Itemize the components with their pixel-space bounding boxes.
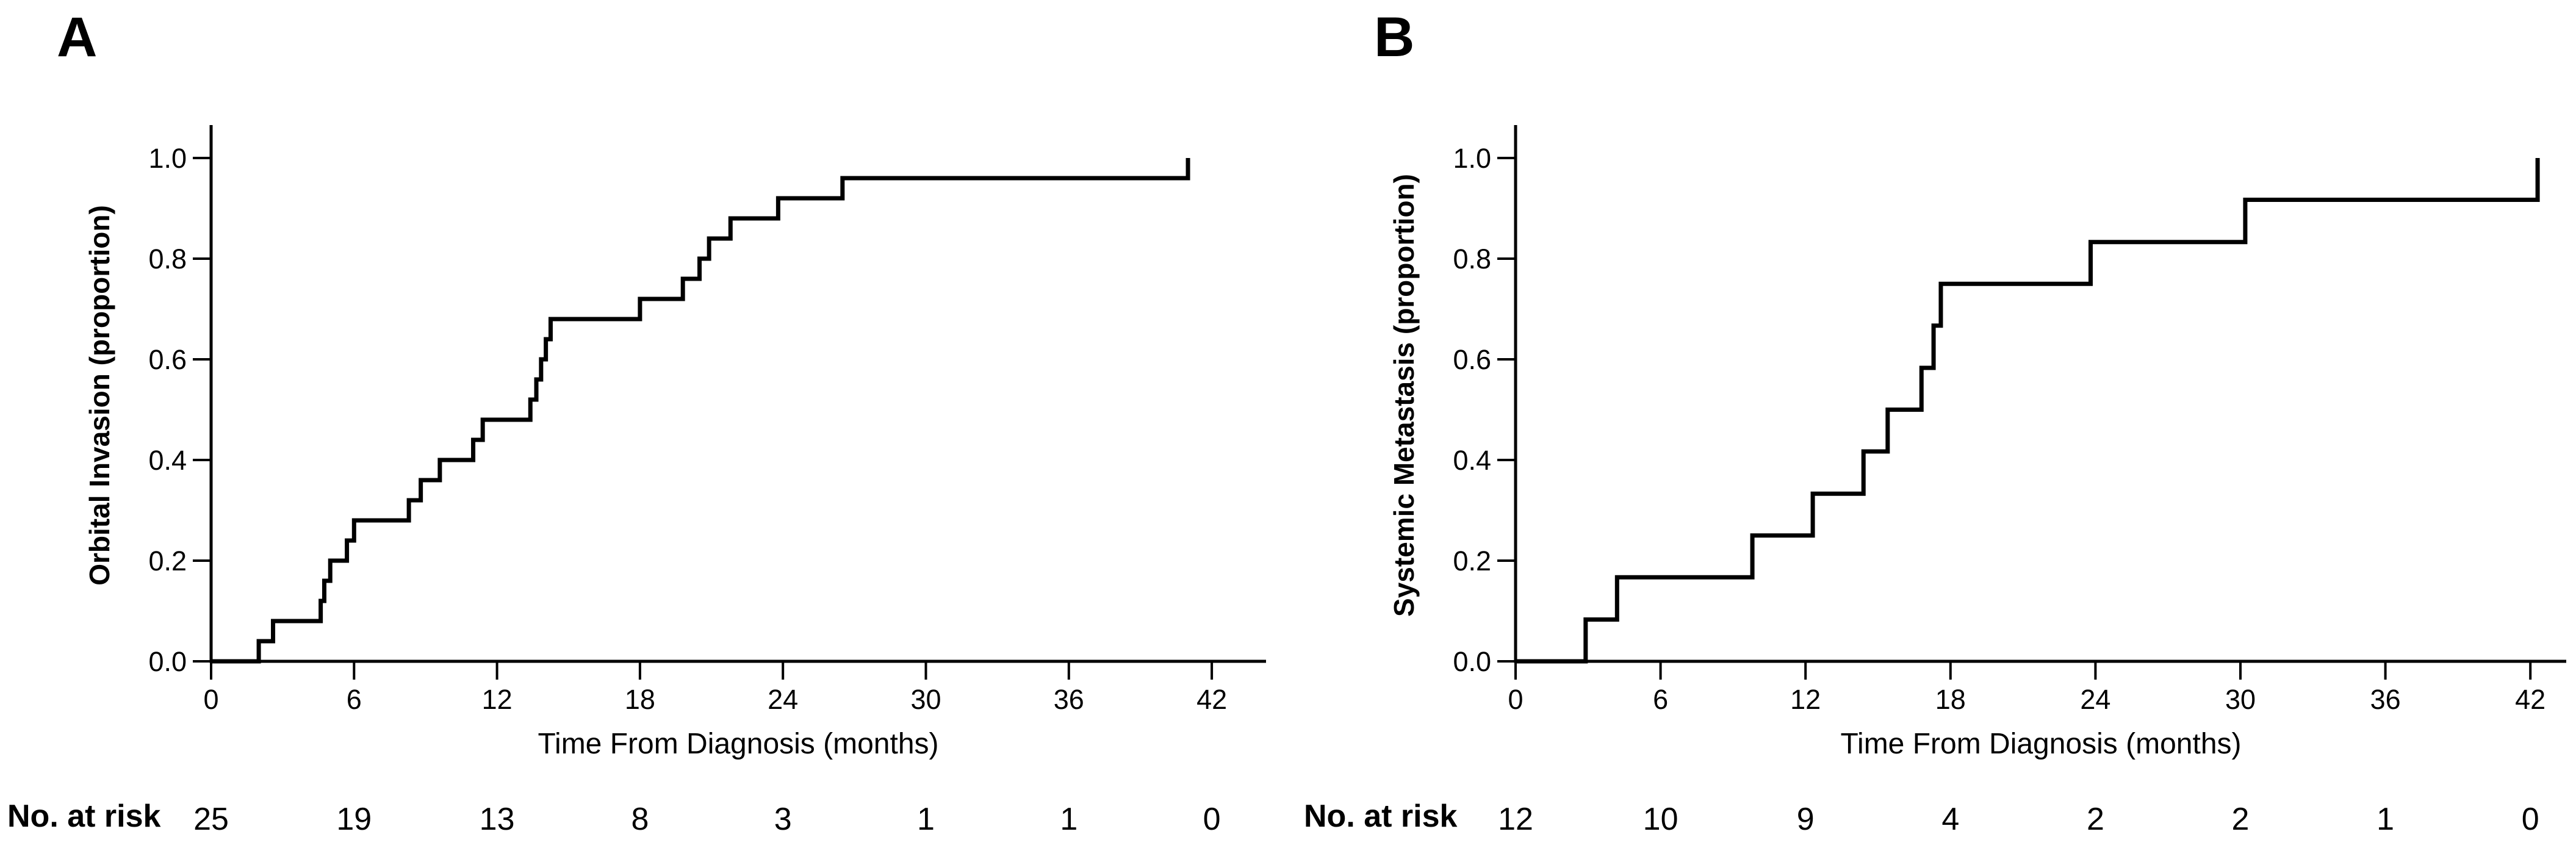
cumulative-incidence-step-curve	[211, 158, 1190, 664]
x-tick-label: 24	[768, 684, 798, 715]
risk-count: 10	[1643, 802, 1678, 837]
x-tick-label: 0	[203, 684, 218, 715]
panel-b-x-axis-title: Time From Diagnosis (months)	[1840, 728, 2242, 760]
risk-count: 9	[1797, 802, 1815, 837]
risk-count: 12	[1498, 802, 1533, 837]
risk-count: 1	[917, 802, 935, 837]
y-tick-label: 0.8	[1453, 243, 1491, 275]
panel-b-risk-label: No. at risk	[1304, 799, 1458, 834]
risk-count: 0	[2522, 802, 2539, 837]
x-tick-label: 6	[347, 684, 362, 715]
x-tick-label: 30	[2225, 684, 2256, 715]
panel-a-x-axis-title: Time From Diagnosis (months)	[538, 728, 939, 760]
panel-b-letter: B	[1374, 6, 1415, 68]
y-tick-label: 0.4	[148, 445, 187, 476]
x-tick-label: 30	[910, 684, 941, 715]
y-tick-label: 0.0	[1453, 646, 1491, 677]
y-tick-label: 1.0	[148, 143, 187, 174]
risk-count: 25	[193, 802, 229, 837]
risk-count: 0	[1203, 802, 1221, 837]
risk-count: 2	[2232, 802, 2250, 837]
x-tick-label: 18	[1935, 684, 1966, 715]
cumulative-incidence-step-curve	[1516, 158, 2540, 664]
panel-a-risk-label: No. at risk	[7, 799, 161, 834]
x-tick-label: 42	[2515, 684, 2545, 715]
y-tick-label: 0.2	[1453, 545, 1491, 577]
y-tick-label: 0.0	[148, 646, 187, 677]
x-tick-label: 12	[482, 684, 513, 715]
risk-count: 1	[1060, 802, 1078, 837]
x-tick-label: 36	[1054, 684, 1084, 715]
x-tick-label: 24	[2080, 684, 2110, 715]
risk-count: 8	[631, 802, 649, 837]
y-tick-label: 0.6	[1453, 344, 1491, 375]
x-tick-label: 42	[1196, 684, 1227, 715]
y-tick-label: 0.8	[148, 243, 187, 275]
y-tick-label: 1.0	[1453, 143, 1491, 174]
risk-count: 13	[480, 802, 515, 837]
x-tick-label: 12	[1790, 684, 1821, 715]
panel-b: B Systemic Metastasis (proportion) 0 6 12 1…	[1288, 0, 2576, 848]
x-tick-label: 6	[1653, 684, 1668, 715]
x-tick-label: 36	[2370, 684, 2401, 715]
panel-b-chart: 0 6 12 18 24 30 36 420.00.20.40.60.81.012 10 9 4 2 2…	[1453, 125, 2566, 837]
panel-a: A Orbital Invasion (proportion) 0 6 12 18 24…	[7, 6, 1266, 837]
risk-count: 2	[2087, 802, 2104, 837]
risk-count: 3	[774, 802, 792, 837]
y-tick-label: 0.6	[148, 344, 187, 375]
risk-count: 1	[2376, 802, 2394, 837]
y-tick-label: 0.2	[148, 545, 187, 577]
risk-count: 19	[336, 802, 372, 837]
x-tick-label: 0	[1508, 684, 1523, 715]
x-tick-label: 18	[625, 684, 655, 715]
panel-a-letter: A	[57, 6, 98, 68]
y-tick-label: 0.4	[1453, 445, 1491, 476]
risk-count: 4	[1941, 802, 1959, 837]
panel-a-chart: 0 6 12 18 24 30 36 420.00.20.40.60.81.025 19 13 8 3…	[148, 125, 1266, 837]
